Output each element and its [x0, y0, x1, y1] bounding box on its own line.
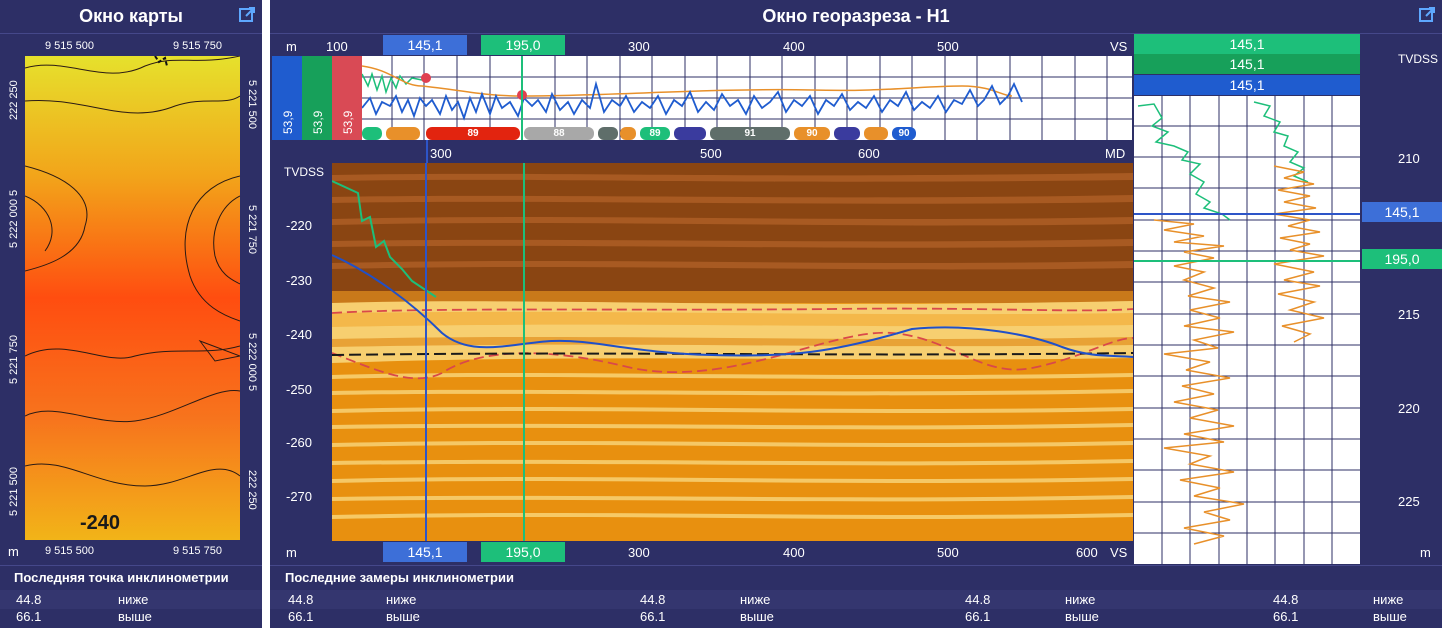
- contour-value-label: -240: [80, 512, 120, 534]
- section-inclinometry-title: Последние замеры инклинометрии: [285, 570, 514, 585]
- marker-a-bottom[interactable]: 145,1: [383, 542, 467, 562]
- depth-tick: -220: [286, 218, 312, 233]
- map-left-tick-3: 5 221 750: [8, 335, 20, 384]
- top-axis-tick: 100: [326, 39, 348, 54]
- log-header: 145,1: [1134, 75, 1360, 95]
- marker-a-line: [426, 140, 428, 163]
- log-tick: 220: [1398, 401, 1420, 416]
- log-marker-b[interactable]: 195,0: [1362, 249, 1442, 269]
- map-right-tick-3: 5 222 000 5: [246, 333, 258, 391]
- map-panel-title: Окно карты: [0, 0, 262, 34]
- section-panel-title: Окно георазреза - H1: [270, 0, 1442, 34]
- strip-value: 53,9: [281, 111, 295, 134]
- log-tick: 210: [1398, 151, 1420, 166]
- log-unit: m: [1420, 545, 1431, 560]
- md-tick: 500: [700, 146, 722, 161]
- strip-value: 53,9: [341, 111, 355, 134]
- top-axis-tick: 500: [937, 39, 959, 54]
- map-bottom-tick-2: 9 515 750: [173, 545, 222, 557]
- bottom-axis-tick: 300: [628, 545, 650, 560]
- map-inclinometry-title: Последняя точка инклинометрии: [14, 570, 229, 585]
- log-marker-a[interactable]: 145,1: [1362, 202, 1442, 222]
- map-top-tick-1: 9 515 500: [45, 40, 94, 52]
- marker-b-bottom[interactable]: 195,0: [481, 542, 565, 562]
- top-axis-unit: m: [286, 39, 297, 54]
- map-right-tick-4: 222 250: [246, 470, 258, 510]
- top-axis-tick: 300: [628, 39, 650, 54]
- map-bottom-tick-1: 9 515 500: [45, 545, 94, 557]
- external-link-icon[interactable]: [1418, 6, 1436, 24]
- zone-label: 91: [710, 127, 790, 140]
- depth-tick: -230: [286, 273, 312, 288]
- top-axis-tick: 400: [783, 39, 805, 54]
- map-panel: Окно карты 9 515 500 9 515 750: [0, 0, 262, 628]
- top-axis-vs: VS: [1110, 39, 1127, 54]
- contour-map[interactable]: -240: [25, 56, 240, 540]
- map-right-tick-1: 5 221 500: [246, 80, 258, 129]
- zone-label: 90: [892, 127, 916, 140]
- bottom-axis-tick: 400: [783, 545, 805, 560]
- log-axis-title: TVDSS: [1398, 52, 1438, 66]
- map-left-tick-1: 222 250: [8, 80, 20, 120]
- external-link-icon[interactable]: [238, 6, 256, 24]
- zone-label: 88: [524, 127, 594, 140]
- log-tick: 225: [1398, 494, 1420, 509]
- section-panel: Окно георазреза - H1 m 100 145,1 195,0 3…: [270, 0, 1442, 628]
- depth-tick: -250: [286, 382, 312, 397]
- table-row: 66.1 выше 66.1 выше 66.1 выше 66.1 выше: [270, 607, 1442, 626]
- map-right-tick-2: 5 221 750: [246, 205, 258, 254]
- log-header: 145,1: [1134, 34, 1360, 54]
- log-track[interactable]: [1134, 96, 1360, 564]
- depth-tick: -260: [286, 435, 312, 450]
- zone-label: 90: [794, 127, 830, 140]
- marker-a-top[interactable]: 145,1: [383, 35, 467, 55]
- bottom-axis-tick: 500: [937, 545, 959, 560]
- strip-value: 53,9: [311, 111, 325, 134]
- zone-label: 89: [640, 127, 670, 140]
- log-tick: 215: [1398, 307, 1420, 322]
- map-top-tick-2: 9 515 750: [173, 40, 222, 52]
- bottom-axis-vs: VS: [1110, 545, 1127, 560]
- md-tick: 300: [430, 146, 452, 161]
- log-header: 145,1: [1134, 54, 1360, 74]
- depth-tick: -270: [286, 489, 312, 504]
- depth-tick: -240: [286, 327, 312, 342]
- map-left-tick-4: 5 221 500: [8, 467, 20, 516]
- zone-label: 89: [426, 127, 520, 140]
- zone-bar: 89 88 89 91 90 90: [362, 127, 1132, 140]
- map-unit-label: m: [8, 544, 19, 559]
- md-unit: MD: [1105, 146, 1125, 161]
- map-left-tick-2: 5 222 000 5: [8, 190, 20, 248]
- geo-section-canvas[interactable]: [332, 163, 1133, 541]
- bottom-axis-unit: m: [286, 545, 297, 560]
- bottom-axis-tick: 600: [1076, 545, 1098, 560]
- depth-axis-title: TVDSS: [284, 165, 324, 179]
- md-tick: 600: [858, 146, 880, 161]
- table-row: 66.1 выше: [0, 607, 262, 626]
- marker-b-top[interactable]: 195,0: [481, 35, 565, 55]
